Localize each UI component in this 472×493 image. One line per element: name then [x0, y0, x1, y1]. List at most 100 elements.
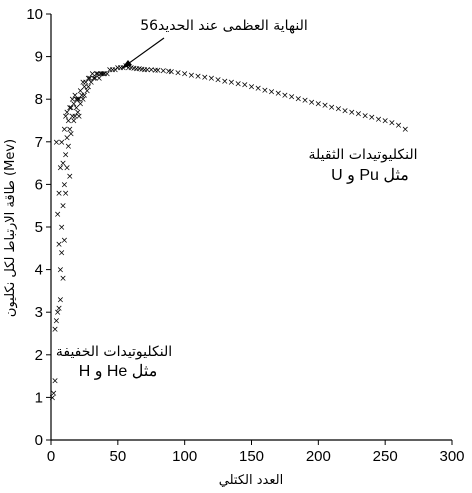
data-point: × [214, 76, 222, 86]
data-point: × [62, 189, 70, 199]
y-tick-label: 10 [26, 6, 43, 23]
data-point: × [119, 63, 127, 73]
data-point: × [66, 104, 74, 114]
y-tick-label: 1 [35, 389, 43, 406]
data-point: × [78, 91, 86, 101]
data-point: × [69, 112, 77, 122]
data-point: × [308, 98, 316, 108]
data-point: × [288, 93, 296, 103]
x-axis-title: العدد الكتلي [219, 473, 283, 488]
x-tick-label: 50 [109, 448, 126, 465]
data-point: × [62, 112, 70, 122]
y-ticks: 0 1 2 3 4 5 6 7 8 9 10 [26, 6, 51, 449]
data-point: × [355, 110, 363, 120]
data-point: × [51, 325, 59, 335]
data-point: × [51, 376, 59, 386]
y-tick-label: 7 [35, 134, 43, 151]
x-tick-label: 150 [239, 448, 264, 465]
data-point: × [86, 74, 94, 84]
data-point: × [50, 389, 58, 399]
data-point: × [61, 236, 69, 246]
data-point: × [130, 64, 138, 74]
data-point: × [63, 134, 71, 144]
data-point: × [62, 151, 70, 161]
data-point: × [70, 99, 78, 109]
data-point: × [93, 70, 101, 80]
data-point: × [274, 89, 282, 99]
data-point: × [141, 65, 149, 75]
data-point: × [181, 70, 189, 80]
data-point: × [55, 189, 63, 199]
data-point: × [79, 95, 87, 105]
peak-arrowhead [121, 60, 132, 69]
light-nuclides-annotation: النكليوتيدات الخفيفة مثل He و H [56, 344, 172, 380]
data-point: × [301, 96, 309, 106]
data-point: × [55, 240, 63, 250]
data-point: × [54, 210, 62, 220]
data-point: × [59, 159, 67, 169]
data-point: × [254, 84, 262, 94]
data-point: × [261, 86, 269, 96]
data-point: × [295, 94, 303, 104]
y-tick-label: 8 [35, 91, 43, 108]
data-point: × [328, 103, 336, 113]
data-point: × [368, 113, 376, 123]
data-point: × [348, 108, 356, 118]
data-point: × [73, 95, 81, 105]
y-tick-label: 6 [35, 176, 43, 193]
heavy-label-line2: مثل Pu و U [331, 167, 409, 184]
data-point: × [151, 66, 159, 76]
data-point: × [57, 295, 65, 305]
data-point: × [74, 108, 82, 118]
data-point: × [381, 117, 389, 127]
x-tick-label: 300 [439, 448, 464, 465]
y-tick-label: 4 [35, 262, 43, 279]
data-point: × [154, 66, 162, 76]
data-point: × [90, 74, 98, 84]
data-point: × [85, 74, 93, 84]
data-point: × [83, 87, 91, 97]
data-point: × [133, 65, 141, 75]
data-point: × [321, 101, 329, 111]
data-point: × [241, 81, 249, 91]
data-point: × [53, 317, 61, 327]
data-point: × [85, 82, 93, 92]
data-point: × [114, 63, 122, 73]
x-tick-label: 0 [47, 448, 55, 465]
data-point: × [208, 74, 216, 84]
peak-label: النهاية العظمى عند الحديد56 [140, 18, 308, 34]
data-point: × [57, 163, 65, 173]
data-point: × [111, 65, 119, 75]
data-point: × [71, 91, 79, 101]
data-point: × [98, 70, 106, 80]
data-point: × [165, 67, 173, 77]
data-point: × [69, 95, 77, 105]
data-point: × [375, 115, 383, 125]
data-point: × [315, 99, 323, 109]
x-ticks: 0 50 100 150 200 250 300 [47, 440, 465, 465]
data-point: × [401, 125, 409, 135]
data-point: × [109, 65, 117, 75]
data-point: × [65, 117, 73, 127]
data-point: × [59, 274, 67, 284]
data-point: × [66, 125, 74, 135]
data-point: × [53, 138, 61, 148]
data-point: × [58, 249, 66, 259]
data-point: × [188, 71, 196, 81]
data-point: × [234, 79, 242, 89]
data-point: × [127, 64, 135, 74]
data-point: × [54, 308, 62, 318]
data-point: × [74, 95, 82, 105]
data-point: × [77, 99, 85, 109]
data-point: × [58, 223, 66, 233]
light-label-line2: مثل He و H [79, 363, 158, 380]
data-point: × [138, 65, 146, 75]
data-point: × [101, 70, 109, 80]
data-point: × [66, 172, 74, 182]
y-tick-label: 3 [35, 304, 43, 321]
data-point: × [388, 119, 396, 129]
data-point: × [79, 78, 87, 88]
data-point: × [143, 65, 151, 75]
data-point: × [281, 91, 289, 101]
data-point: × [117, 63, 125, 73]
